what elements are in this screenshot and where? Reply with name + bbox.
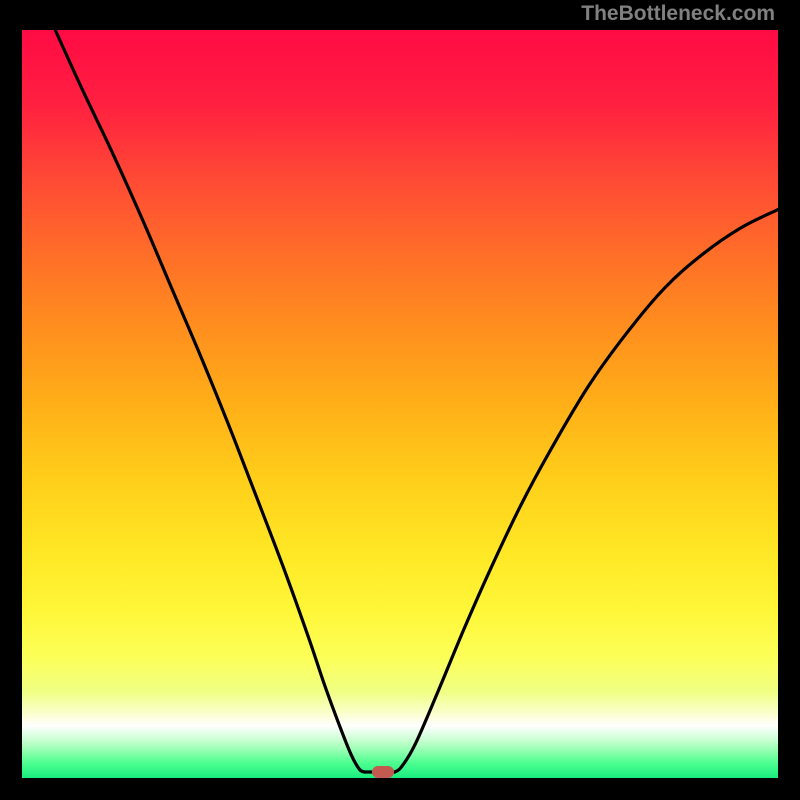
current-value-marker	[372, 766, 394, 778]
chart-curve	[22, 30, 778, 778]
plot-area	[22, 30, 778, 778]
watermark-text: TheBottleneck.com	[581, 2, 775, 26]
chart-frame: TheBottleneck.com	[0, 0, 800, 800]
